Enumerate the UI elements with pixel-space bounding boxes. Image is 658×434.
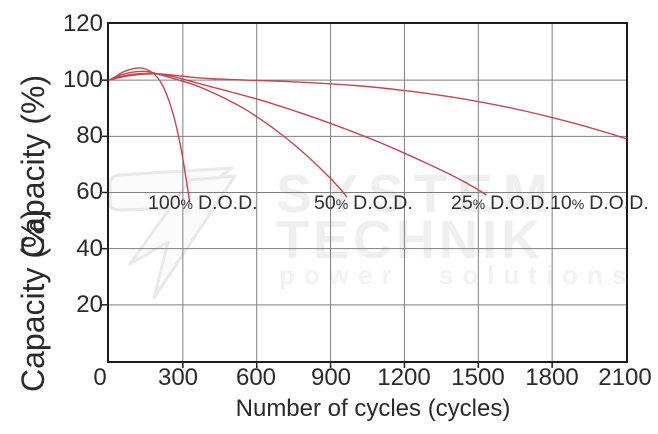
x-tick-label: 1800 xyxy=(525,364,579,391)
dod-label-10: 10% D.O.D. xyxy=(550,192,649,215)
capacity-curve-50-dod xyxy=(108,70,348,198)
x-tick-label: 300 xyxy=(157,364,199,391)
dod-text: D.O.D. xyxy=(353,192,413,214)
x-tick-label: 900 xyxy=(310,364,352,391)
y-tick-label: 120 xyxy=(62,10,103,37)
dod-value: 25 xyxy=(451,192,473,214)
watermark-word-technik: TECHNIK xyxy=(276,210,544,270)
x-tick-label: 0 xyxy=(93,364,107,391)
x-tick-label: 600 xyxy=(235,364,277,391)
capacity-curve-100-dod xyxy=(108,67,191,204)
capacity-curve-10-dod xyxy=(108,73,627,140)
y-tick-label: 20 xyxy=(76,291,103,318)
x-tick-label: 1500 xyxy=(451,364,505,391)
watermark-tagline: power solutions xyxy=(279,260,636,290)
x-tick-label: 2100 xyxy=(598,364,652,391)
dod-text: D.O.D. xyxy=(589,192,649,214)
plot-area xyxy=(102,22,628,368)
percent-sign: % xyxy=(335,196,349,212)
percent-sign: % xyxy=(180,196,193,212)
y-tick-label: 80 xyxy=(76,122,103,149)
chart-canvas xyxy=(102,24,627,368)
dod-label-50: 50% D.O.D. xyxy=(314,192,413,215)
percent-sign: % xyxy=(571,196,585,212)
y-axis-title-duplicate: Capacity (%) xyxy=(15,208,51,392)
dod-value: 50 xyxy=(314,192,336,214)
y-tick-label: 100 xyxy=(62,66,103,93)
x-tick-label: 1200 xyxy=(377,364,431,391)
watermark-word-system: SYSTEM xyxy=(276,164,559,224)
dod-value: 100 xyxy=(148,192,181,214)
y-tick-label: 60 xyxy=(76,178,103,205)
dod-label-100: 100% D.O.D. xyxy=(148,192,258,215)
dod-text: D.O.D. xyxy=(490,192,550,214)
x-axis-title: Number of cycles (cycles) xyxy=(235,395,511,422)
dod-text: D.O.D. xyxy=(198,192,258,214)
capacity-curve-25-dod xyxy=(108,72,487,196)
dod-value: 10 xyxy=(550,192,572,214)
percent-sign: % xyxy=(472,196,486,212)
y-tick-label: 40 xyxy=(76,235,103,262)
dod-label-25: 25% D.O.D. xyxy=(451,192,550,215)
